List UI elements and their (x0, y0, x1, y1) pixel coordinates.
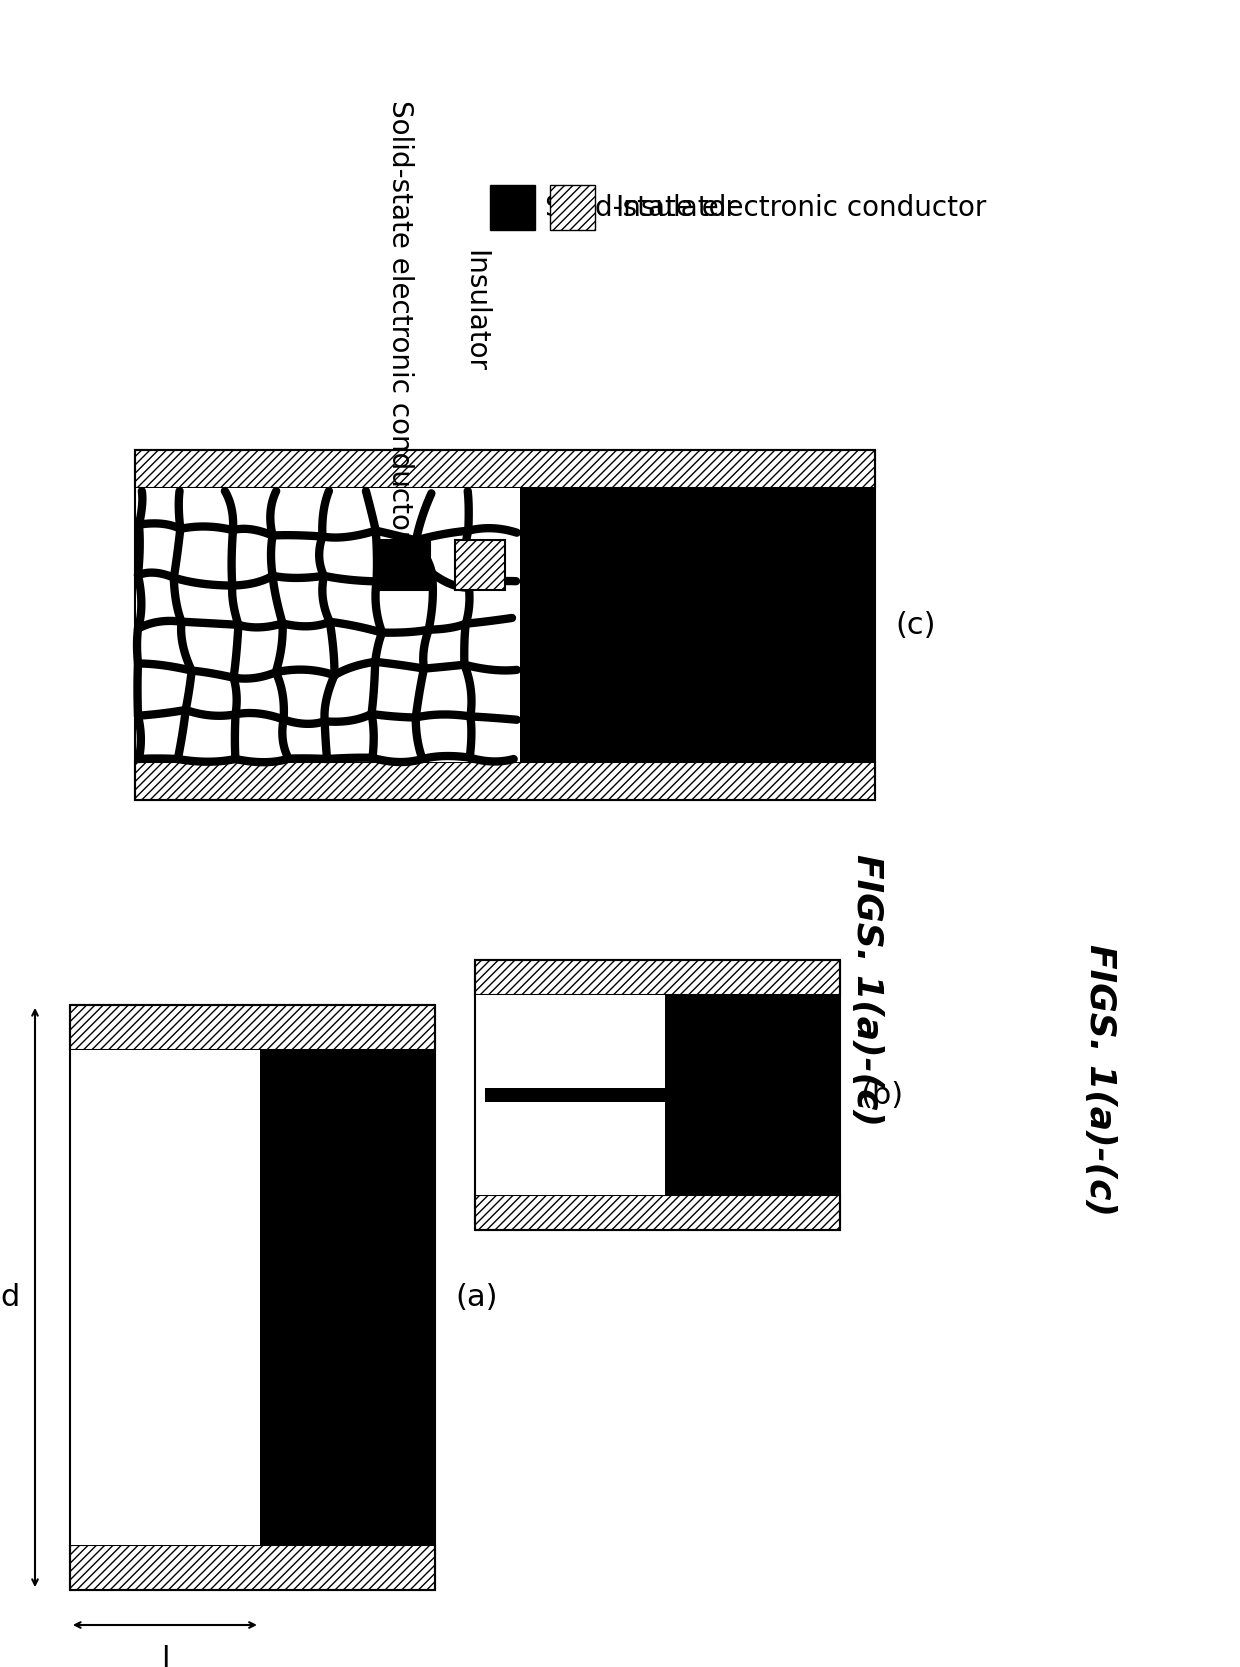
Bar (485, 1089, 670, 1102)
Text: (c): (c) (895, 610, 935, 640)
Text: FIGS. 1(a)-(c): FIGS. 1(a)-(c) (1083, 944, 1117, 1215)
Ellipse shape (358, 552, 404, 577)
Bar (520, 488, 875, 762)
Ellipse shape (242, 712, 286, 742)
Bar (135, 450, 875, 488)
Text: l: l (161, 1645, 169, 1667)
Ellipse shape (262, 543, 296, 587)
Ellipse shape (191, 555, 237, 597)
Bar (69, 1005, 435, 1590)
Ellipse shape (150, 503, 190, 535)
Ellipse shape (355, 603, 398, 640)
Bar (69, 1545, 435, 1590)
Ellipse shape (195, 658, 227, 702)
Ellipse shape (314, 550, 351, 577)
Bar (135, 488, 520, 762)
Text: Solid-state electronic conductor: Solid-state electronic conductor (546, 193, 986, 222)
Ellipse shape (260, 610, 296, 637)
Bar (475, 1195, 839, 1230)
Text: Solid-state electronic conductor: Solid-state electronic conductor (386, 100, 414, 542)
Bar (455, 540, 505, 590)
Ellipse shape (138, 557, 180, 587)
Ellipse shape (190, 723, 234, 760)
Ellipse shape (423, 720, 461, 758)
Bar (69, 1005, 435, 1050)
Bar (551, 185, 595, 230)
Bar (490, 185, 534, 230)
Text: Insulator: Insulator (615, 193, 737, 222)
Text: (a): (a) (455, 1284, 497, 1312)
Ellipse shape (312, 653, 358, 697)
Text: d: d (1, 1284, 20, 1312)
Ellipse shape (301, 497, 345, 528)
Ellipse shape (151, 663, 185, 703)
Bar (475, 960, 839, 995)
Bar (379, 540, 430, 590)
Ellipse shape (139, 708, 182, 747)
Bar (135, 762, 875, 800)
Bar (69, 1050, 260, 1545)
Text: FIGS. 1(a)-(c): FIGS. 1(a)-(c) (849, 854, 884, 1125)
Ellipse shape (372, 673, 407, 700)
Bar (135, 450, 875, 800)
Ellipse shape (475, 508, 515, 538)
Bar (135, 488, 520, 762)
Ellipse shape (303, 720, 342, 755)
Ellipse shape (413, 667, 458, 700)
Ellipse shape (304, 598, 346, 643)
Ellipse shape (360, 495, 401, 532)
Ellipse shape (425, 505, 460, 532)
Text: (b): (b) (861, 1080, 903, 1110)
Ellipse shape (469, 553, 511, 587)
Ellipse shape (466, 605, 503, 640)
Ellipse shape (262, 502, 296, 537)
Bar (475, 995, 665, 1195)
Ellipse shape (471, 672, 515, 700)
Bar (475, 960, 839, 1230)
Ellipse shape (366, 723, 402, 757)
Ellipse shape (255, 665, 295, 702)
Ellipse shape (419, 558, 453, 590)
Ellipse shape (151, 608, 184, 652)
Bar (135, 488, 520, 762)
Ellipse shape (477, 718, 511, 762)
Ellipse shape (205, 603, 238, 637)
Ellipse shape (418, 612, 456, 638)
Bar (260, 1050, 435, 1545)
Ellipse shape (190, 500, 229, 527)
Text: Insulator: Insulator (461, 250, 489, 372)
Bar (665, 995, 839, 1195)
